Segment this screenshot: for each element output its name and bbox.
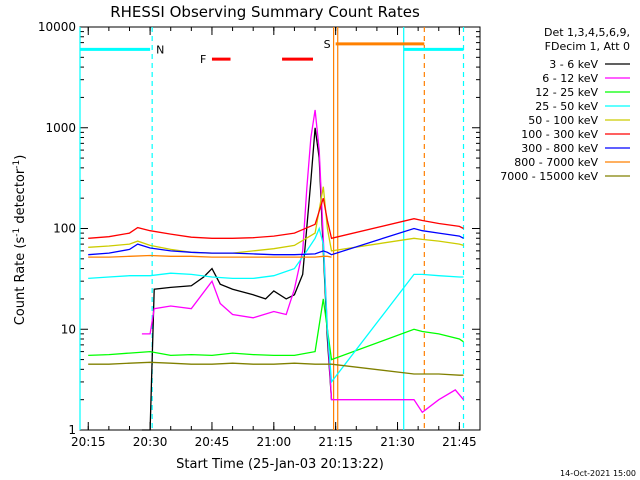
legend-label: 7000 - 15000 keV (500, 170, 598, 183)
x-tick-label: 20:30 (133, 435, 168, 449)
state-bar-label: N (156, 43, 164, 56)
state-bars: N F S (80, 38, 464, 66)
legend-header-line-2: FDecim 1, Att 0 (545, 40, 630, 53)
series-line-2 (88, 298, 464, 361)
y-axis-label: Count Rate (s-1 detector-1) (12, 155, 28, 326)
y-tick-label: 10000 (38, 20, 76, 34)
x-axis-label: Start Time (25-Jan-03 20:13:22) (176, 457, 384, 472)
y-tick-label: 100 (53, 222, 76, 236)
x-tick-label: 20:15 (71, 435, 106, 449)
x-tick-label: 21:15 (318, 435, 353, 449)
y-tick-label: 1000 (45, 121, 76, 135)
x-tick-label: 21:30 (380, 435, 415, 449)
series-lines (88, 109, 464, 431)
series-line-5 (88, 198, 464, 240)
legend-label: 100 - 300 keV (521, 128, 598, 141)
series-line-0 (141, 127, 333, 431)
x-tick-label: 21:45 (442, 435, 477, 449)
x-tick-label: 20:45 (195, 435, 230, 449)
legend-label: 6 - 12 keV (542, 72, 598, 85)
state-bar-label: F (200, 53, 206, 66)
x-axis: 20:15 20:30 20:45 21:00 21:15 21:30 21:45 (71, 27, 481, 449)
legend-label: 3 - 6 keV (549, 58, 598, 71)
series-line-7 (88, 254, 332, 258)
series-line-6 (88, 227, 464, 256)
legend-label: 12 - 25 keV (535, 86, 598, 99)
y-tick-label: 1 (68, 423, 76, 437)
legend-label: 300 - 800 keV (521, 142, 598, 155)
legend-header-line-1: Det 1,3,4,5,6,9, (544, 26, 630, 39)
y-axis: 1 10 100 1000 10000 (38, 20, 480, 437)
footer-timestamp: 14-Oct-2021 15:00 (560, 469, 636, 478)
legend-label: 800 - 7000 keV (514, 156, 598, 169)
legend-label: 25 - 50 keV (535, 100, 598, 113)
series-line-3 (88, 226, 464, 384)
state-bar-label: S (324, 38, 331, 51)
series-line-4 (88, 186, 464, 254)
y-tick-label: 10 (61, 322, 76, 336)
attenuator-lines (79, 27, 465, 430)
chart-title: RHESSI Observing Summary Count Rates (110, 3, 420, 21)
series-line-8 (88, 361, 464, 376)
legend: Det 1,3,4,5,6,9, FDecim 1, Att 0 3 - 6 k… (500, 26, 630, 183)
legend-label: 50 - 100 keV (528, 114, 598, 127)
x-tick-label: 21:00 (257, 435, 292, 449)
series-line-1 (141, 109, 464, 414)
